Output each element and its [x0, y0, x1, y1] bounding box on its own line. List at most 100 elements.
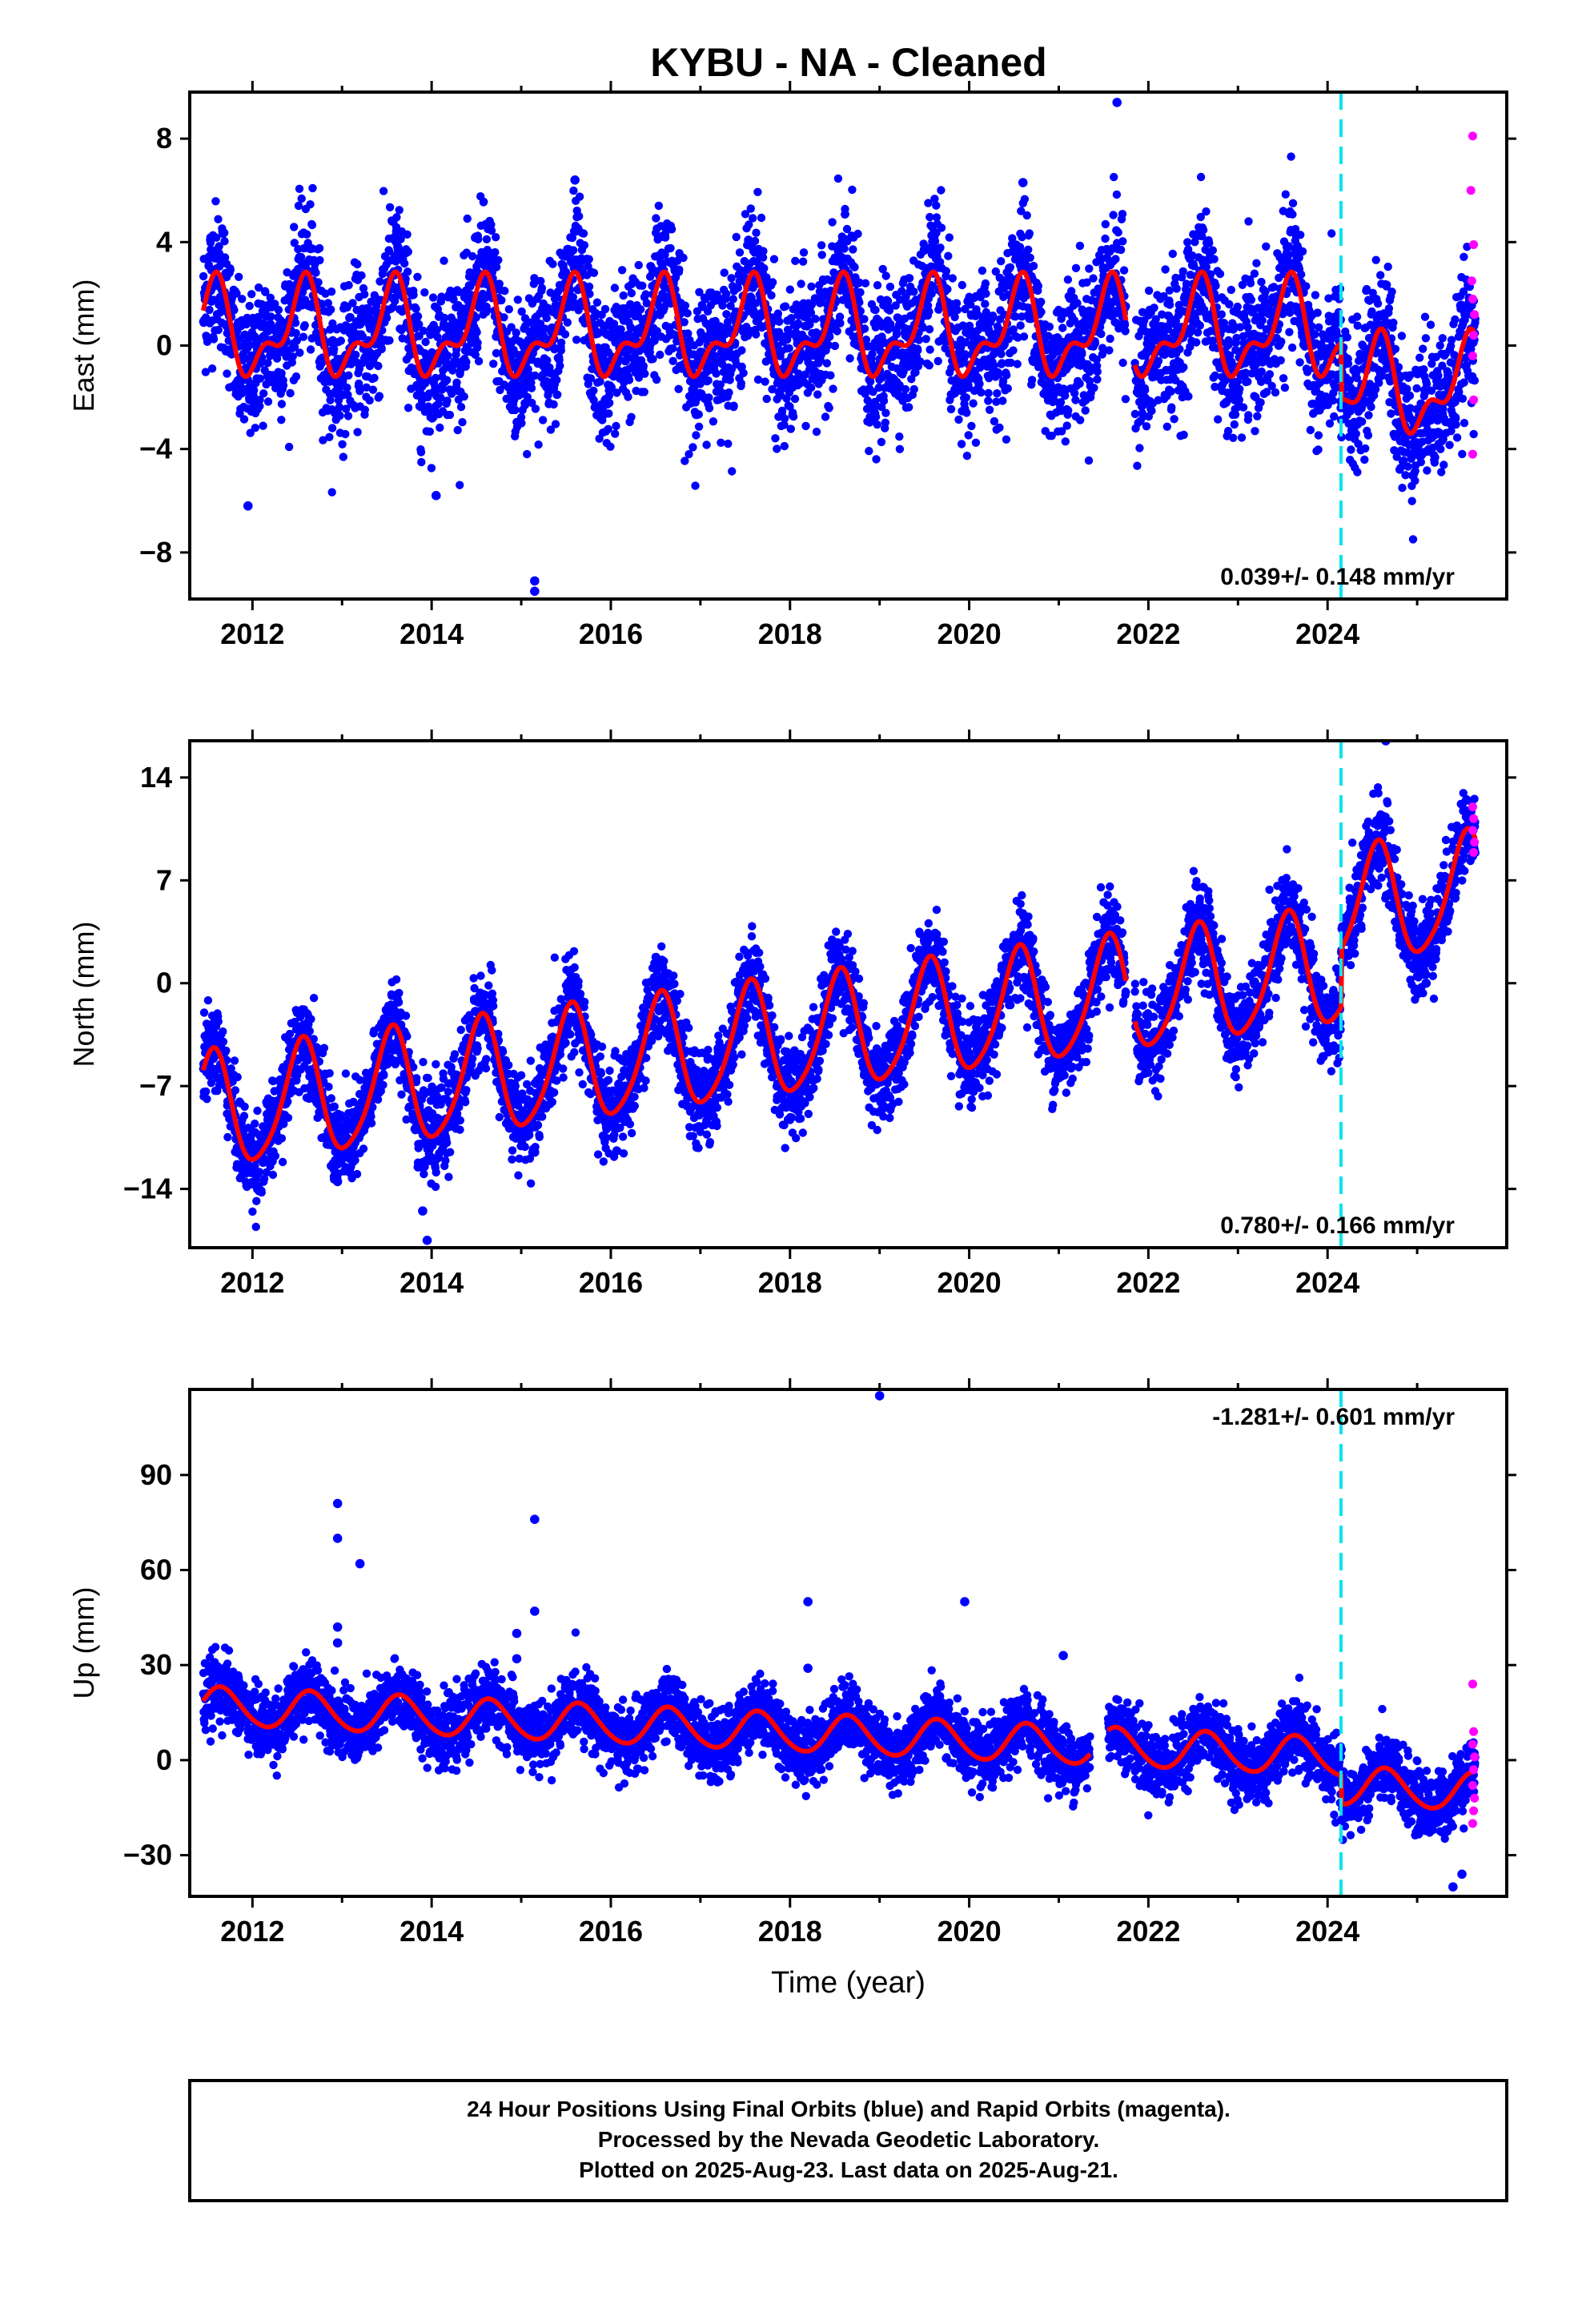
data-point	[1398, 484, 1407, 493]
data-point	[261, 287, 270, 296]
data-point	[667, 225, 677, 234]
data-point	[1193, 328, 1203, 337]
data-point	[1118, 210, 1127, 219]
data-point	[612, 421, 620, 431]
data-point	[220, 253, 230, 262]
data-point	[988, 312, 998, 320]
data-point	[681, 301, 690, 310]
data-point	[1251, 427, 1259, 436]
data-point	[1288, 199, 1298, 207]
data-point	[825, 332, 834, 341]
data-point	[1118, 358, 1127, 368]
data-point	[1084, 456, 1094, 465]
data-point	[1367, 402, 1375, 412]
data-point	[1258, 316, 1267, 325]
data-point	[759, 247, 768, 255]
data-point	[1121, 395, 1130, 404]
data-point	[1431, 452, 1439, 462]
data-point	[1343, 360, 1353, 368]
data-point	[497, 296, 506, 305]
data-point	[291, 319, 300, 328]
data-point	[382, 313, 391, 323]
data-point	[1407, 497, 1416, 505]
data-point	[572, 336, 581, 344]
data-point	[957, 440, 966, 448]
data-point	[1412, 384, 1421, 393]
data-point	[680, 318, 689, 327]
data-point	[536, 276, 545, 286]
data-point	[288, 352, 297, 361]
data-point	[552, 376, 561, 384]
data-point	[1006, 263, 1015, 271]
data-point	[746, 204, 755, 213]
data-point	[1347, 445, 1355, 454]
data-point	[909, 287, 918, 296]
data-point	[913, 346, 922, 355]
data-point	[1133, 461, 1142, 470]
data-point	[1208, 246, 1218, 255]
data-point	[627, 412, 636, 421]
data-point	[1183, 238, 1192, 247]
data-point	[1315, 323, 1323, 332]
data-point	[1211, 281, 1220, 291]
data-point	[1090, 384, 1098, 392]
data-point	[300, 321, 309, 330]
data-point	[1076, 416, 1085, 424]
data-point	[1363, 431, 1373, 440]
data-point	[294, 201, 303, 211]
data-point	[1233, 302, 1242, 312]
data-point	[585, 289, 594, 299]
data-point	[729, 295, 737, 304]
data-point	[548, 259, 557, 268]
data-point	[239, 415, 249, 424]
data-point	[1280, 383, 1290, 392]
data-point	[640, 388, 648, 396]
data-point	[850, 263, 859, 271]
data-point	[872, 455, 881, 464]
data-point	[290, 342, 299, 352]
data-point	[1142, 422, 1151, 431]
data-point	[639, 361, 648, 371]
data-point	[616, 325, 625, 334]
data-point	[1105, 346, 1114, 355]
data-point	[504, 305, 513, 314]
data-point	[927, 289, 936, 298]
data-point	[563, 318, 572, 327]
data-point	[404, 247, 412, 256]
data-point	[1097, 329, 1106, 339]
data-point	[339, 452, 347, 461]
data-point	[327, 488, 336, 497]
data-point	[642, 299, 651, 308]
data-point	[640, 369, 649, 378]
data-point	[474, 356, 484, 366]
data-point	[946, 404, 956, 414]
data-point	[1071, 263, 1081, 272]
data-point	[769, 255, 779, 263]
data-point	[226, 266, 235, 275]
data-point	[1093, 375, 1102, 384]
data-point	[1225, 300, 1234, 309]
data-point	[360, 405, 369, 414]
data-point	[357, 271, 366, 280]
data-point	[1147, 406, 1156, 416]
data-point	[934, 356, 942, 366]
data-point	[799, 248, 809, 257]
data-point	[1243, 377, 1252, 386]
data-point	[483, 305, 492, 315]
data-point	[656, 350, 665, 360]
data-point	[636, 305, 645, 314]
data-point	[443, 396, 452, 405]
data-point	[936, 243, 945, 252]
data-point	[1231, 410, 1240, 419]
data-point	[873, 281, 882, 290]
data-point	[705, 393, 713, 402]
data-point	[1420, 312, 1430, 321]
data-point	[512, 328, 520, 337]
data-point	[925, 361, 934, 370]
data-point	[215, 242, 223, 251]
data-point	[523, 449, 532, 459]
data-point	[203, 337, 212, 346]
data-point	[1214, 415, 1223, 424]
data-point	[343, 412, 353, 420]
